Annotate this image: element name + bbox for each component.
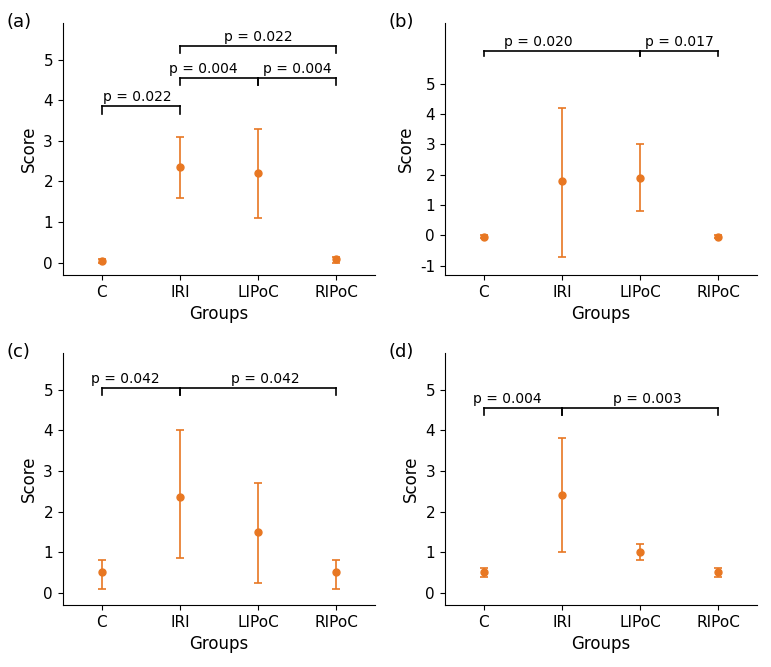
Text: (b): (b) (389, 13, 414, 31)
X-axis label: Groups: Groups (190, 305, 248, 323)
Text: p = 0.004: p = 0.004 (473, 392, 541, 406)
Text: p = 0.004: p = 0.004 (263, 62, 332, 76)
Text: (c): (c) (7, 344, 30, 362)
Text: p = 0.042: p = 0.042 (91, 372, 160, 386)
Text: (d): (d) (389, 344, 414, 362)
X-axis label: Groups: Groups (571, 635, 631, 653)
Y-axis label: Score: Score (20, 126, 38, 172)
Text: (a): (a) (7, 13, 32, 31)
X-axis label: Groups: Groups (571, 305, 631, 323)
Text: p = 0.022: p = 0.022 (103, 91, 171, 104)
Text: p = 0.017: p = 0.017 (645, 35, 713, 49)
Y-axis label: Score: Score (20, 456, 38, 502)
Text: p = 0.004: p = 0.004 (169, 62, 237, 76)
X-axis label: Groups: Groups (190, 635, 248, 653)
Text: p = 0.003: p = 0.003 (614, 392, 682, 406)
Text: p = 0.042: p = 0.042 (231, 372, 300, 386)
Text: p = 0.022: p = 0.022 (224, 29, 292, 43)
Text: p = 0.020: p = 0.020 (504, 35, 573, 49)
Y-axis label: Score: Score (402, 456, 419, 502)
Y-axis label: Score: Score (396, 126, 414, 172)
